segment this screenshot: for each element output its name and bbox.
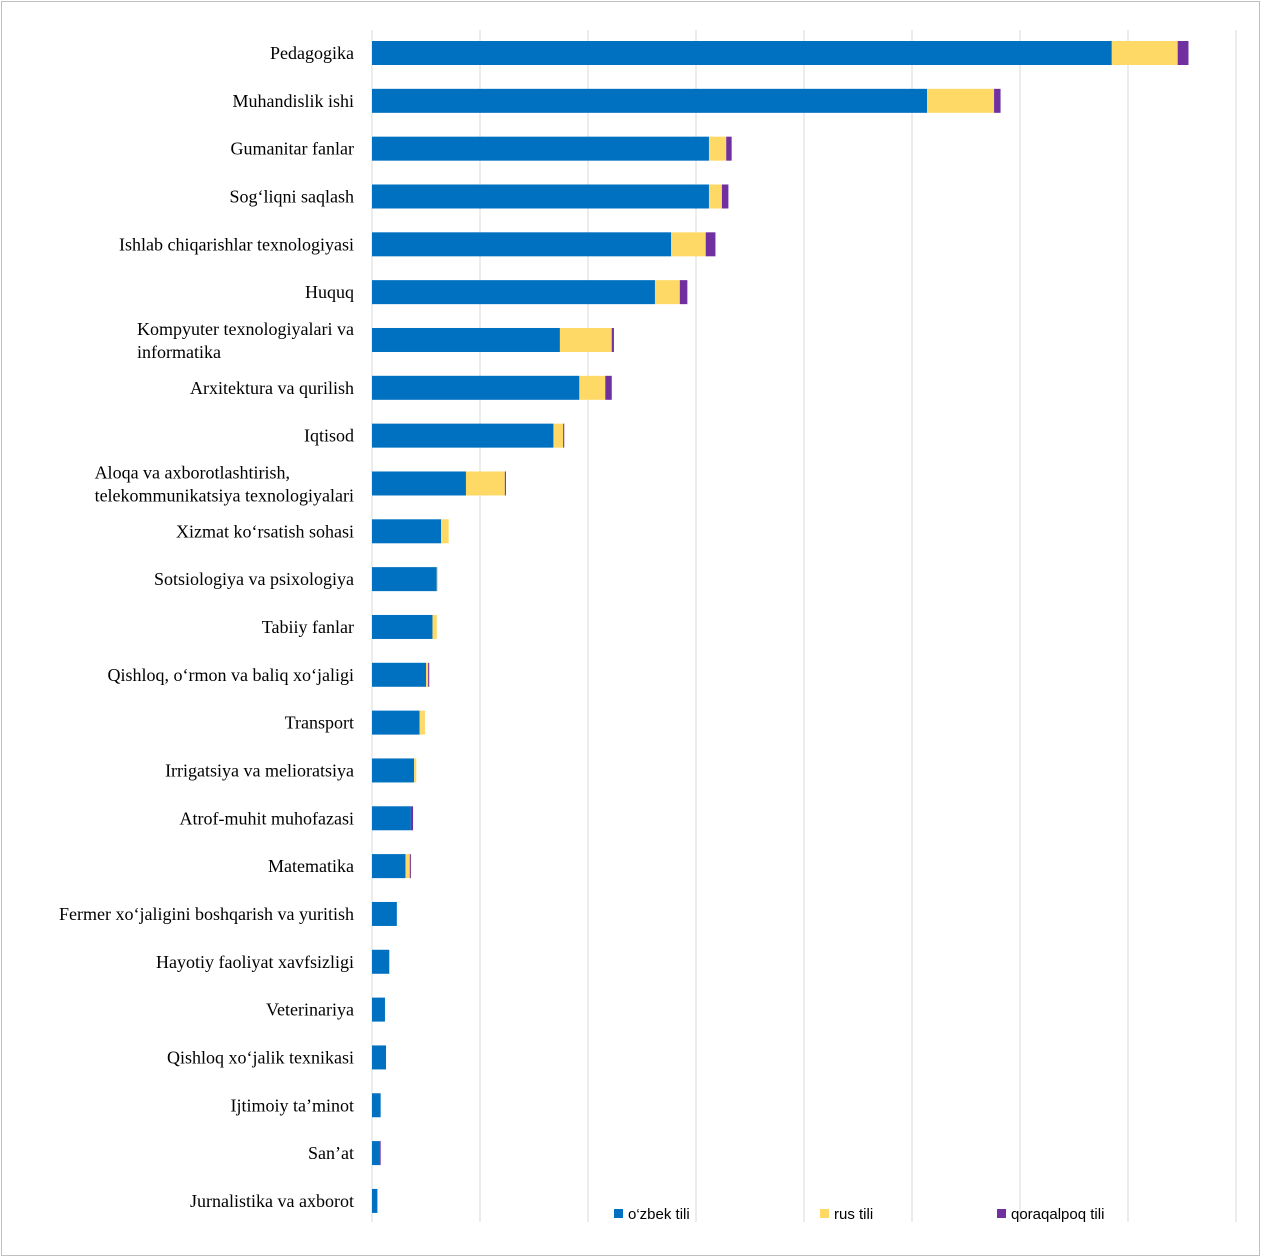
bar-segment-russian [1111, 41, 1178, 65]
legend-label: qoraqalpoq tili [1011, 1206, 1104, 1223]
category-label: Ishlab chiqarishlar texnologiyasi [119, 234, 354, 254]
bar-segment-uzbek [372, 614, 433, 639]
bar-segment-karakalpak [705, 232, 716, 257]
category-label: Qishloq xo‘jalik texnikasi [167, 1047, 354, 1067]
bar-segment-karakalpak [679, 280, 688, 305]
category-label: Gumanitar fanlar [231, 139, 354, 159]
legend-swatch [614, 1209, 623, 1218]
bar-segment-karakalpak [409, 854, 411, 879]
bar-segment-russian [553, 423, 564, 448]
bar-segment-uzbek [372, 41, 1112, 65]
category-label: Sog‘liqni saqlash [230, 186, 355, 206]
bar-segment-karakalpak [563, 423, 565, 448]
bar-segment-uzbek [372, 184, 709, 209]
bar-segment-russian [654, 280, 680, 305]
bar-segment-uzbek [372, 901, 397, 926]
bar-segment-russian [465, 471, 505, 496]
category-label: Jurnalistika va axborot [190, 1191, 354, 1211]
bar-segment-uzbek [372, 1188, 378, 1213]
category-label: Tabiiy fanlar [262, 617, 354, 637]
bar-segment-uzbek [372, 758, 415, 783]
bar-segment-uzbek [372, 471, 466, 496]
category-label: Hayotiy faoliyat xavfsizligi [156, 952, 354, 972]
bar-segment-uzbek [372, 710, 420, 735]
bar-segment-uzbek [372, 806, 411, 831]
bar-segment-russian [927, 88, 995, 113]
bar-segment-russian [441, 519, 449, 544]
bar-segment-uzbek [372, 519, 442, 544]
category-labels: Pedagogika Muhandislik ishi Gumanitar fanl… [59, 43, 354, 1211]
category-label: Ijtimoiy ta’minot [231, 1095, 355, 1115]
bar-segment-karakalpak [410, 806, 414, 831]
legend-swatch [997, 1209, 1006, 1218]
category-label: Huquq [305, 282, 354, 302]
category-label: Arxitektura va qurilish [190, 378, 354, 398]
category-label: San’at [308, 1143, 354, 1163]
category-label: Atrof-muhit muhofazasi [180, 808, 354, 828]
bar-segment-russian [419, 710, 425, 735]
category-label: Qishloq, o‘rmon va baliq xo‘jaligi [108, 665, 354, 685]
bar-segment-karakalpak [1177, 41, 1189, 65]
legend-item-russian: rus tili [820, 1206, 873, 1223]
bar-segment-uzbek [372, 1045, 387, 1070]
bar-segment-russian [414, 758, 417, 783]
category-label: Kompyuter texnologiyalari va informatika [137, 319, 354, 362]
bar-segment-russian [436, 567, 438, 592]
bar-segment-russian [559, 327, 612, 352]
category-label: Fermer xo‘jaligini boshqarish va yuritis… [59, 904, 354, 924]
bar-segment-karakalpak [504, 471, 506, 496]
bar-segment-uzbek [372, 375, 580, 400]
category-label: Irrigatsiya va melioratsiya [165, 760, 354, 780]
legend-label: rus tili [834, 1206, 873, 1223]
bar-segment-karakalpak [611, 327, 614, 352]
bar-segment-uzbek [372, 280, 655, 305]
legend-label: o‘zbek tili [628, 1206, 690, 1223]
bar-segment-uzbek [372, 232, 672, 257]
category-label: Veterinariya [266, 1000, 354, 1020]
legend-item-karakalpak: qoraqalpoq tili [997, 1206, 1104, 1223]
bar-segment-uzbek [372, 327, 560, 352]
bar-segment-russian [708, 136, 727, 161]
category-label: Aloqa va axborotlashtirish, telekommunika… [95, 462, 354, 505]
bar-segment-uzbek [372, 423, 554, 448]
bar-segment-uzbek [372, 136, 709, 161]
category-label: Iqtisod [304, 426, 354, 446]
bar-segment-karakalpak [428, 662, 430, 687]
bar-segment-karakalpak [721, 184, 729, 209]
bar-segment-uzbek [372, 567, 437, 592]
bar-segment-karakalpak [379, 1141, 381, 1166]
category-label: Sotsiologiya va psixologiya [154, 569, 354, 589]
bar-segment-karakalpak [605, 375, 612, 400]
legend: o‘zbek tili rus tili qoraqalpoq tili [614, 1206, 1104, 1223]
bar-segment-uzbek [372, 1093, 381, 1118]
bar-segment-uzbek [372, 854, 406, 879]
bar-segment-uzbek [372, 949, 390, 974]
bar-segment-russian [708, 184, 722, 209]
legend-swatch [820, 1209, 829, 1218]
category-label: Transport [285, 713, 354, 733]
bar-segment-russian [579, 375, 606, 400]
bar-segment-russian [426, 662, 429, 687]
bar-segment-uzbek [372, 1141, 380, 1166]
bars [372, 41, 1189, 1213]
gridlines [371, 30, 1237, 1222]
category-label: Pedagogika [270, 43, 354, 63]
bar-segment-uzbek [372, 662, 426, 687]
bar-segment-uzbek [372, 88, 928, 113]
bar-segment-karakalpak [726, 136, 732, 161]
category-label: Muhandislik ishi [232, 91, 354, 111]
category-label: Xizmat ko‘rsatish sohasi [176, 521, 354, 541]
bar-segment-russian [405, 854, 410, 879]
bar-segment-russian [432, 614, 437, 639]
category-label: Matematika [268, 856, 354, 876]
bar-segment-karakalpak [994, 88, 1001, 113]
legend-item-uzbek: o‘zbek tili [614, 1206, 690, 1223]
bar-segment-uzbek [372, 997, 385, 1022]
bar-segment-russian [671, 232, 706, 257]
